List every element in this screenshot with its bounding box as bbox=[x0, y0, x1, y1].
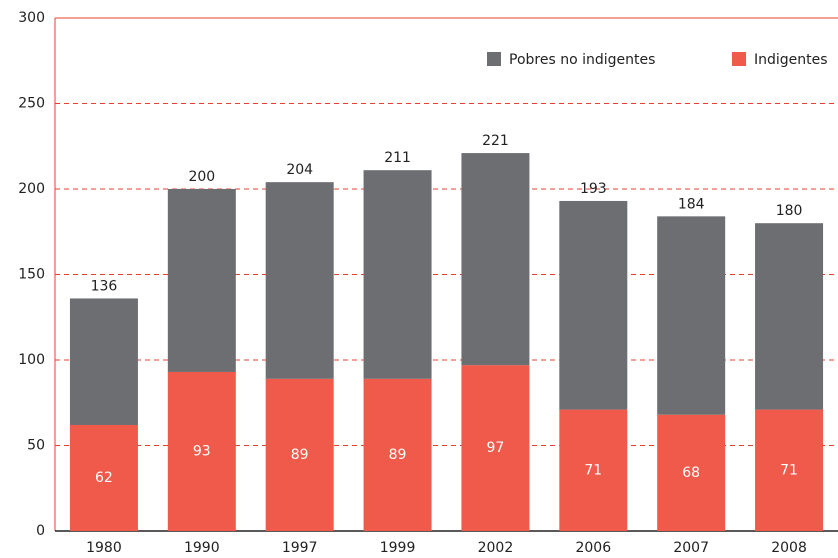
bar-segment bbox=[363, 170, 432, 379]
data-label: 89 bbox=[389, 447, 407, 463]
data-label: 62 bbox=[95, 470, 113, 486]
bar-segment bbox=[559, 200, 628, 410]
legend-label: Pobres no indigentes bbox=[509, 52, 655, 68]
bar-segment bbox=[755, 223, 824, 410]
y-tick-label: 100 bbox=[18, 352, 45, 368]
y-tick-label: 50 bbox=[27, 438, 45, 454]
total-label: 204 bbox=[286, 162, 313, 178]
data-label: 68 bbox=[682, 465, 700, 481]
bar-segment bbox=[167, 371, 236, 531]
total-label: 180 bbox=[776, 203, 803, 219]
bar-segment bbox=[69, 298, 138, 425]
x-tick-label: 2002 bbox=[478, 540, 514, 556]
x-tick-label: 1980 bbox=[86, 540, 122, 556]
bar-segment bbox=[461, 365, 530, 531]
legend-label: Indigentes bbox=[754, 52, 828, 68]
data-label: 93 bbox=[193, 443, 211, 459]
total-label: 200 bbox=[188, 169, 215, 185]
total-label: 221 bbox=[482, 133, 509, 149]
bar-segment bbox=[363, 378, 432, 531]
total-label: 211 bbox=[384, 150, 411, 166]
bar-segment bbox=[265, 378, 334, 531]
legend-swatch bbox=[732, 52, 746, 66]
y-tick-label: 300 bbox=[18, 10, 45, 26]
bar-segment bbox=[559, 409, 628, 531]
bar-segment bbox=[69, 424, 138, 531]
data-label: 71 bbox=[780, 462, 798, 478]
total-label: 136 bbox=[91, 278, 118, 294]
bar-segment bbox=[167, 189, 236, 372]
y-tick-label: 250 bbox=[18, 96, 45, 112]
bar-segment bbox=[461, 153, 530, 366]
bar-segment bbox=[657, 216, 726, 415]
bar-segment bbox=[657, 414, 726, 531]
x-tick-label: 2006 bbox=[575, 540, 611, 556]
legend-swatch bbox=[487, 52, 501, 66]
y-tick-label: 0 bbox=[36, 523, 45, 539]
x-tick-label: 2007 bbox=[673, 540, 709, 556]
y-tick-label: 150 bbox=[18, 267, 45, 283]
total-label: 184 bbox=[678, 196, 705, 212]
y-tick-label: 200 bbox=[18, 181, 45, 197]
bar-segment bbox=[265, 182, 334, 379]
data-label: 71 bbox=[584, 462, 602, 478]
data-label: 97 bbox=[487, 440, 505, 456]
x-tick-label: 2008 bbox=[771, 540, 807, 556]
total-label: 193 bbox=[580, 181, 607, 197]
bar-segment bbox=[755, 409, 824, 531]
x-tick-label: 1999 bbox=[380, 540, 416, 556]
data-label: 89 bbox=[291, 447, 309, 463]
x-tick-label: 1997 bbox=[282, 540, 318, 556]
x-tick-label: 1990 bbox=[184, 540, 220, 556]
